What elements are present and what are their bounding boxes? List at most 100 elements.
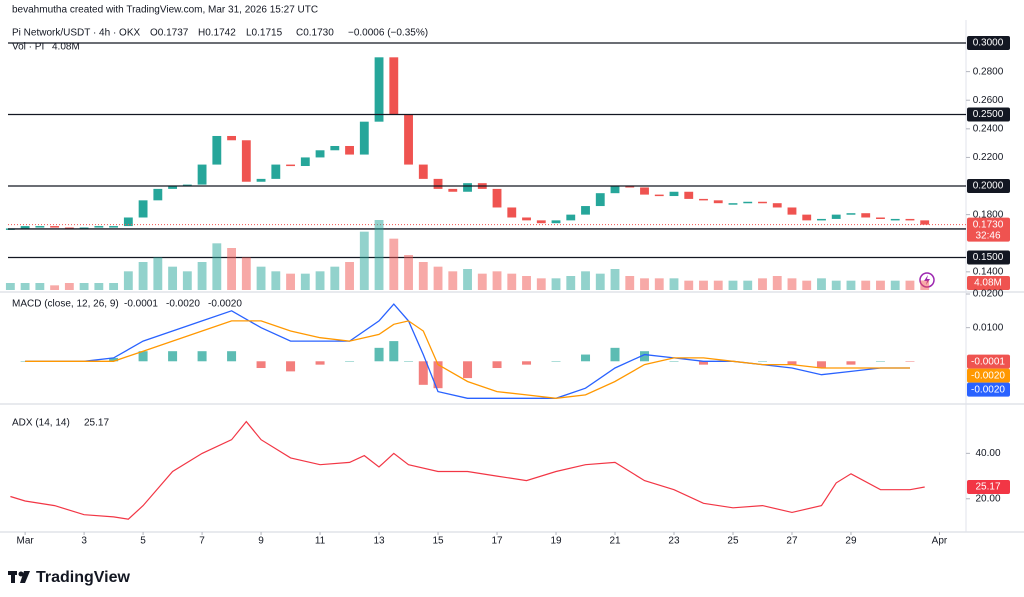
macd-histogram-bar [168,351,178,362]
volume-bar [477,273,487,290]
macd-histogram-bar [345,361,355,362]
macd-histogram-bar [757,361,767,362]
candle [20,226,30,229]
volume-bar [802,280,812,290]
adx-badge-box [967,480,1010,495]
x-tick-label: 11 [315,536,326,547]
candle [728,203,738,205]
volume-bar [20,283,30,290]
x-tick-label: 15 [432,536,444,547]
candle [94,226,104,228]
y-tick-label: 0.2400 [973,123,1004,134]
candle [522,217,531,221]
candle [684,191,694,199]
y-tick-label: 0.2600 [973,95,1004,106]
macd-reading: -0.0020 [208,299,242,310]
macd-histogram-bar [138,351,148,362]
volume-bar [182,271,192,290]
volume-bar [256,266,266,290]
macd-histogram-bar [227,351,237,362]
candle [640,187,649,195]
volume-bar [846,280,856,290]
volume-bar [699,280,708,290]
macd-title: MACD (close, 12, 26, 9) [12,299,119,310]
volume-bar [507,273,517,290]
macd-histogram-bar [787,361,797,365]
candle [64,227,74,230]
volume-bar [536,278,546,290]
volume-bar [433,266,443,290]
candle [359,121,369,155]
adx-reading: 25.17 [84,418,109,429]
y-tick-label: 0.2200 [973,152,1004,163]
volume-bar [227,248,236,290]
level-label-box [967,36,1010,51]
candle [831,214,841,219]
adx-line [10,420,925,520]
macd-line [25,320,910,399]
level-label-box [967,250,1010,265]
volume-bar [345,262,354,290]
candle [463,183,472,192]
volume-bar [35,283,45,290]
volume-bar [463,269,472,290]
candle [404,114,413,165]
volume-bar [669,278,679,290]
candle [227,135,236,141]
volume-badge: 4.08M [974,278,1002,289]
volume-bar [640,278,649,290]
level-label-box [967,107,1010,122]
candle [286,164,295,167]
volume-bar [713,280,723,290]
x-tick-label: 21 [609,536,621,547]
candle [271,164,281,179]
volume-bar [890,280,900,290]
volume-bar [448,271,458,290]
volume-bar [64,283,74,290]
x-tick-label: 13 [373,536,385,547]
volume-bar [861,280,871,290]
candle [35,226,45,228]
candle [197,164,207,185]
candle [595,193,605,207]
candle [905,218,915,221]
candle [153,188,163,201]
macd-histogram-bar [374,347,384,362]
last-price: 0.1730 [973,219,1004,230]
volume-bar [551,278,561,290]
x-tick-label: 29 [845,536,857,547]
macd-histogram-bar [315,361,325,365]
x-tick-label: 7 [199,536,205,547]
macd-histogram-bar [846,361,856,365]
candle [109,226,119,228]
macd-histogram-bar [640,351,650,362]
macd-reading: -0.0020 [166,299,200,310]
volume-bar [758,278,767,290]
macd-line [25,303,910,399]
candle [699,198,708,201]
volume-title: Vol · PI [12,42,44,53]
volume-bar [79,283,89,290]
macd-reading: -0.0001 [124,299,158,310]
candle [802,214,812,221]
last-price-countdown: 32:46 [975,230,1000,241]
last-price-box [967,217,1010,242]
x-tick-label: 3 [81,536,87,547]
volume-bar [300,273,310,290]
volume-bar [831,280,841,290]
level-label: 0.2500 [973,109,1004,120]
candle [448,188,458,192]
y-tick-label: 0.2800 [973,66,1004,77]
candle [315,150,325,158]
x-tick-label: 19 [550,536,562,547]
volume-bar [684,280,694,290]
candle [300,157,310,167]
candle [551,220,561,224]
candle [743,201,753,204]
candle [890,218,900,221]
volume-bar [581,271,590,290]
volume-bar [389,238,399,290]
x-tick-label: 17 [491,536,503,547]
volume-bar [271,271,281,290]
volume-bar [625,276,635,290]
